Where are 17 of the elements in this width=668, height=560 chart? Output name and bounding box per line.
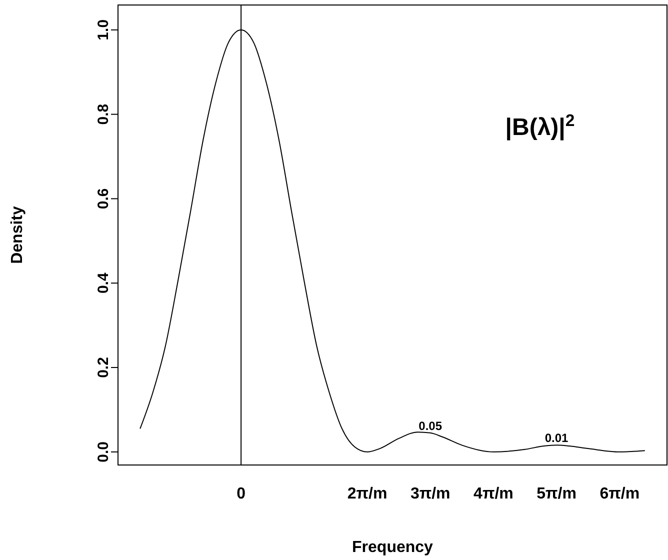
y-tick-label: 0.4 xyxy=(94,272,112,294)
annotation: 0.01 xyxy=(544,431,569,446)
y-tick-label: 0.0 xyxy=(94,441,112,462)
annotation: |B(λ)|$^{2}$ xyxy=(505,110,575,141)
y-axis-title: Density xyxy=(9,206,26,264)
y-tick-label: 0.8 xyxy=(94,104,112,125)
annotation: 0.05 xyxy=(418,418,442,433)
y-tick-label: 1.0 xyxy=(94,19,112,40)
y-tick-label: 0.6 xyxy=(94,188,112,210)
x-tick-label: 4π/m xyxy=(474,485,514,502)
x-tick-label: 3π/m xyxy=(410,485,450,502)
x-tick-label: 0 xyxy=(236,485,246,502)
x-tick-label: 5π/m xyxy=(536,485,576,502)
x-axis-title: Frequency xyxy=(352,539,434,556)
y-tick-label: 0.2 xyxy=(94,357,112,378)
x-tick-label: 6π/m xyxy=(600,485,640,502)
x-tick-label: 2π/m xyxy=(347,485,388,502)
